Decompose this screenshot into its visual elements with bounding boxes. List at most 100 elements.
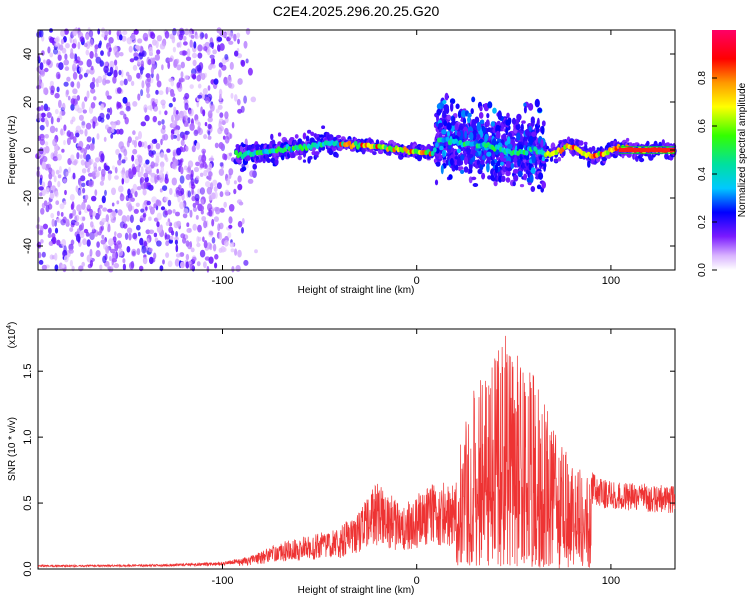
spectrogram-noise-cell	[179, 30, 186, 36]
spectrogram-noise-cell	[116, 87, 122, 94]
spectrogram-cell	[478, 112, 484, 119]
spectrogram-noise-cell	[139, 66, 145, 71]
spectrogram-noise-cell	[70, 154, 75, 162]
spectrogram-cell	[475, 151, 479, 157]
spectrogram-cell	[442, 110, 447, 119]
spectrogram-noise-cell	[151, 150, 156, 155]
spectrogram-noise-cell	[193, 129, 199, 137]
spectrogram-noise-cell	[154, 54, 160, 61]
snr-y-label: SNR (10 * v/v)	[7, 417, 18, 481]
spectrogram-noise-cell	[230, 248, 235, 253]
spectrogram-noise-cell	[71, 43, 77, 49]
spectrogram-noise-cell	[126, 246, 131, 253]
spectrogram-noise-cell	[186, 222, 190, 227]
spectrogram-noise-cell	[51, 185, 56, 192]
spectrogram-cell	[531, 153, 536, 164]
spectrogram-noise-cell	[228, 224, 233, 229]
spectrogram-noise-cell	[206, 47, 211, 56]
spectrogram-noise-cell	[234, 248, 238, 256]
spectrogram-noise-cell	[117, 209, 123, 216]
spectrogram-noise-cell	[147, 145, 151, 149]
spectrogram-cell	[591, 145, 596, 152]
spectrogram-noise-cell	[150, 32, 156, 40]
spectrogram-noise-cell	[94, 53, 98, 58]
spectrogram-noise-cell	[53, 48, 58, 55]
spectrogram-noise-cell	[132, 130, 136, 136]
spectrogram-noise-cell	[148, 205, 153, 210]
spectrogram-noise-cell	[120, 192, 123, 197]
spectrogram-cell	[447, 130, 450, 137]
spectrogram-noise-cell	[133, 140, 138, 148]
spectrogram-cell	[241, 143, 247, 148]
spectrogram-noise-cell	[161, 119, 165, 125]
spectrogram-noise-cell	[54, 108, 59, 115]
spectrogram-noise-cell	[195, 175, 200, 181]
spectrogram-x-tick-label: 0	[414, 275, 420, 287]
spectrogram-noise-cell	[194, 34, 199, 40]
spectrogram-cell	[507, 143, 513, 150]
spectrogram-noise-cell	[125, 170, 130, 179]
spectrogram-noise-cell	[136, 224, 141, 231]
spectrogram-cell	[520, 123, 524, 131]
spectrogram-noise-cell	[160, 206, 166, 211]
spectrogram-noise-cell	[203, 220, 208, 229]
spectrogram-cell	[487, 101, 493, 109]
spectrogram-noise-cell	[207, 130, 211, 136]
spectrogram-noise-cell	[81, 222, 84, 231]
spectrogram-noise-cell	[126, 215, 131, 222]
spectrogram-noise-cell	[208, 64, 213, 71]
spectrogram-noise-cell	[122, 258, 126, 264]
spectrogram-noise-cell	[126, 227, 133, 234]
spectrogram-cell	[445, 136, 450, 142]
spectrogram-noise-cell	[187, 241, 193, 250]
spectrogram-noise-cell	[62, 178, 67, 183]
spectrogram-noise-cell	[223, 240, 229, 247]
spectrogram-noise-cell	[100, 103, 104, 111]
spectrogram-noise-cell	[88, 29, 94, 38]
spectrogram-noise-cell	[130, 80, 135, 86]
spectrogram-noise-cell	[178, 33, 184, 41]
spectrogram-noise-cell	[111, 122, 116, 130]
spectrogram-cell	[270, 133, 274, 141]
spectrogram-noise-cell	[109, 256, 112, 261]
spectrogram-cell	[457, 110, 462, 119]
spectrogram-noise-cell	[156, 240, 162, 247]
spectrogram-noise-cell	[74, 221, 80, 226]
spectrogram-noise-cell	[112, 76, 117, 84]
spectrogram-noise-cell	[218, 118, 224, 125]
spectrogram-noise-cell	[203, 46, 208, 51]
spectrogram-cell	[486, 162, 490, 173]
spectrogram-cell	[452, 116, 456, 123]
spectrogram-noise-cell	[168, 102, 173, 108]
spectrogram-cell	[308, 155, 313, 160]
spectrogram-noise-cell	[122, 263, 126, 271]
spectrogram-noise-cell	[118, 128, 124, 135]
spectrogram-cell	[537, 107, 543, 113]
spectrogram-noise-cell	[55, 127, 58, 132]
spectrogram-noise-cell	[155, 155, 160, 164]
spectrogram-noise-cell	[231, 266, 235, 273]
spectrogram-cell	[443, 120, 448, 127]
spectrogram-noise-cell	[171, 177, 177, 186]
spectrogram-cell	[353, 140, 358, 146]
spectrogram-noise-cell	[95, 172, 99, 177]
snr-y-tick-label: 0.5	[22, 495, 34, 510]
spectrogram-noise-cell	[209, 42, 214, 48]
spectrogram-noise-cell	[176, 82, 181, 88]
spectrogram-noise-cell	[148, 216, 152, 221]
spectrogram-noise-cell	[44, 67, 49, 73]
spectrogram-noise-cell	[108, 47, 112, 53]
spectrogram-noise-cell	[145, 165, 152, 172]
spectrogram-noise-cell	[162, 124, 166, 130]
spectrogram-noise-cell	[165, 221, 170, 226]
spectrogram-noise-cell	[89, 248, 93, 257]
spectrogram-cell	[540, 139, 544, 148]
spectrogram-noise-cell	[59, 110, 63, 117]
spectrogram-noise-cell	[107, 173, 112, 181]
spectrogram-noise-cell	[101, 234, 105, 240]
spectrogram-noise-cell	[170, 133, 174, 140]
colorbar-tick-label: 0.6	[697, 119, 708, 133]
spectrogram-noise-cell	[99, 264, 103, 270]
spectrogram-noise-cell	[76, 95, 81, 101]
spectrogram-noise-cell	[107, 266, 112, 271]
